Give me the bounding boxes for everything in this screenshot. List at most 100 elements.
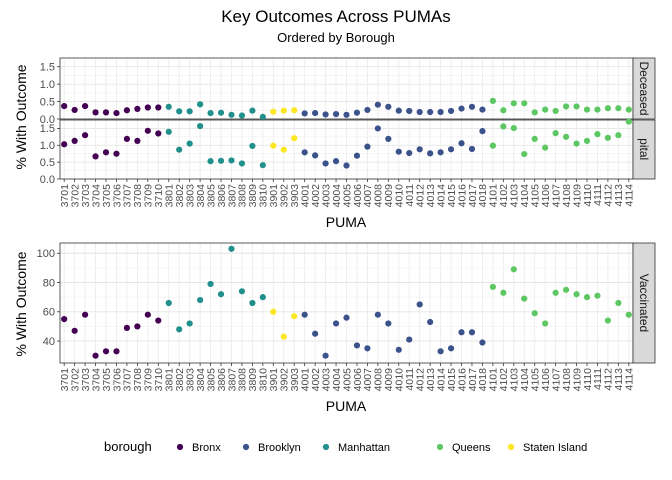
x-tick-label: 3708: [132, 368, 144, 392]
data-point-3705: [102, 348, 110, 355]
x-tick-label: 4011: [404, 368, 416, 391]
data-point-4108: [562, 133, 570, 140]
data-point-4005: [343, 162, 350, 169]
data-point-3801: [165, 128, 172, 135]
x-tick-label: 4107: [550, 368, 562, 392]
data-point-3801: [165, 299, 172, 307]
x-tick-label: 3701: [59, 184, 71, 208]
data-point-3806: [217, 157, 225, 164]
x-tick-label: 4012: [414, 368, 426, 392]
data-point-4011: [406, 107, 413, 115]
x-tick-label: 4111: [592, 368, 604, 390]
data-point-4003: [322, 160, 329, 167]
x-tick-label: 4016: [456, 368, 468, 392]
x-tick-label: 3801: [164, 368, 176, 392]
data-point-4110: [583, 106, 591, 113]
data-point-4007: [364, 143, 371, 150]
data-point-4004: [332, 320, 340, 327]
data-point-4017: [468, 103, 476, 110]
x-tick-label: 3706: [111, 368, 123, 392]
data-point-3808: [238, 288, 246, 295]
x-tick-label: 4102: [498, 368, 510, 392]
x-tick-label: 4102: [498, 184, 510, 208]
x-tick-label: 4006: [352, 368, 364, 392]
x-tick-label: 4103: [509, 184, 521, 208]
data-point-4113: [615, 132, 622, 139]
data-point-3707: [123, 107, 131, 114]
data-point-3801: [165, 103, 172, 110]
data-point-4017: [468, 329, 476, 336]
x-tick-label: 4110: [582, 368, 594, 391]
x-tick-label: 4010: [394, 368, 406, 392]
data-point-4006: [353, 152, 361, 159]
data-point-4112: [604, 317, 612, 324]
x-tick-label: 4104: [519, 368, 531, 392]
data-point-3701: [61, 315, 68, 323]
facet-strip: [632, 119, 656, 180]
x-tick-label: 4011: [404, 184, 416, 207]
data-point-4008: [374, 101, 381, 108]
data-point-4111: [594, 131, 601, 138]
data-point-4013: [427, 318, 434, 326]
x-tick-label: 3702: [69, 184, 81, 208]
data-point-4016: [458, 329, 465, 336]
data-point-3802: [176, 326, 183, 333]
data-point-4009: [385, 320, 392, 327]
x-tick-label: 3808: [237, 184, 249, 208]
x-tick-label: 3807: [226, 368, 238, 392]
x-tick-label: 3701: [59, 368, 71, 392]
data-point-3708: [134, 323, 141, 330]
legend-item-manhattan: Manhattan: [322, 442, 390, 454]
legend-label: Queens: [452, 442, 491, 454]
x-tick-label: 3703: [80, 368, 92, 392]
y-tick-label: 60: [43, 307, 55, 319]
x-tick-label: 4112: [603, 368, 615, 391]
data-point-4107: [552, 107, 559, 115]
x-tick-label: 3705: [101, 184, 113, 208]
data-point-3802: [176, 146, 183, 153]
data-point-4016: [458, 105, 465, 112]
data-point-4012: [416, 301, 423, 308]
x-tick-label: 3803: [184, 368, 196, 392]
data-point-4109: [573, 291, 580, 298]
data-point-4017: [468, 145, 476, 153]
data-point-4014: [437, 108, 444, 116]
data-point-4101: [489, 142, 496, 149]
x-tick-label: 4101: [488, 368, 500, 392]
data-point-4111: [594, 106, 601, 113]
data-point-4001: [301, 110, 308, 117]
x-tick-label: 4015: [446, 368, 458, 392]
data-point-3901: [270, 108, 277, 115]
data-point-4006: [353, 109, 361, 116]
data-point-3710: [155, 104, 162, 111]
x-tick-label: 3802: [174, 184, 186, 208]
data-point-3803: [186, 108, 193, 115]
data-point-3706: [113, 150, 120, 157]
x-tick-label: 4109: [571, 184, 583, 208]
data-point-4005: [343, 314, 350, 321]
x-tick-label: 4107: [550, 184, 562, 208]
x-tick-label: 4114: [624, 368, 636, 391]
x-tick-label: 4008: [373, 184, 385, 208]
x-tick-label: 4113: [613, 184, 625, 207]
x-tick-label: 3804: [195, 184, 207, 208]
x-tick-label: 4105: [530, 184, 542, 208]
data-point-4002: [312, 109, 319, 117]
data-point-3710: [155, 130, 162, 137]
x-tick-label: 3809: [247, 368, 259, 392]
data-point-4008: [374, 311, 381, 318]
data-point-4102: [500, 123, 507, 130]
data-point-4105: [531, 109, 538, 116]
x-tick-label: 4005: [341, 184, 353, 208]
data-point-3903: [291, 107, 298, 114]
x-tick-label: 4018: [477, 184, 489, 208]
data-point-3701: [61, 103, 68, 110]
data-point-4013: [427, 150, 434, 157]
data-point-3708: [134, 137, 141, 145]
data-point-3903: [291, 135, 298, 142]
x-tick-label: 3704: [90, 368, 102, 392]
legend-label: Brooklyn: [258, 442, 301, 454]
data-point-4104: [521, 295, 528, 302]
data-point-3703: [81, 132, 89, 139]
top-facet-group: 0.0 0.5 1.0 1.5 Deceased 0.0 0.5 1.0 1.5 Hospital…: [40, 57, 656, 208]
